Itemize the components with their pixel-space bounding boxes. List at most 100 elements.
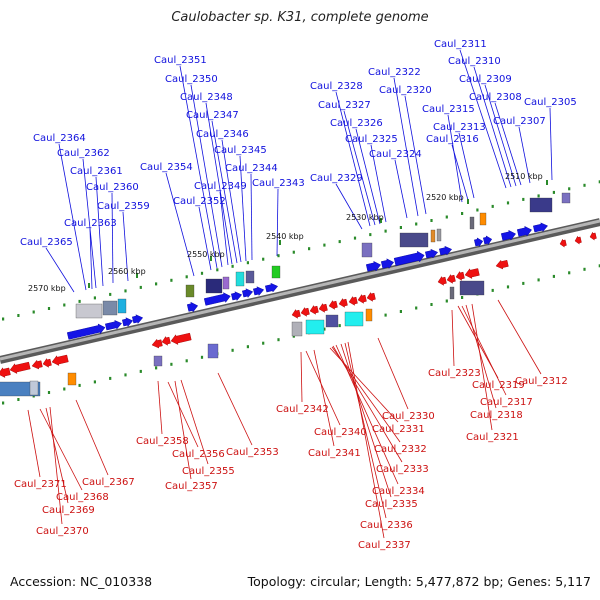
reverse-gene-label: Caul_2332 [374, 444, 427, 455]
tick-mark [17, 398, 20, 401]
reverse-leader-line [45, 407, 69, 504]
tick-mark [399, 226, 402, 229]
tick-mark [308, 247, 311, 251]
forward-gene-label: Caul_2326 [330, 118, 383, 129]
reverse-gene-label: Caul_2341 [308, 448, 361, 459]
reverse-leader-line [332, 345, 403, 463]
major-tick [210, 256, 212, 261]
reverse-leader-line [49, 406, 63, 525]
feature-box [561, 192, 571, 204]
forward-leader-line [89, 228, 93, 290]
tick-mark [109, 376, 112, 380]
feature-boxes [0, 192, 571, 397]
reverse-leader-line [497, 299, 542, 375]
forward-gene-label: Caul_2349 [194, 181, 247, 192]
forward-leader-line [198, 206, 212, 271]
forward-gene-arrow [533, 222, 548, 233]
forward-gene-arrow [483, 235, 493, 246]
feature-box [449, 286, 455, 300]
major-tick [88, 283, 90, 288]
reverse-gene-arrow [437, 276, 447, 286]
feature-box [235, 271, 245, 287]
tick-mark [323, 243, 326, 247]
feature-box [436, 228, 442, 242]
tick-mark [124, 289, 127, 293]
reverse-leader-line [217, 372, 253, 446]
reverse-gene-arrow [161, 336, 171, 346]
feature-box [305, 319, 325, 335]
forward-gene-arrow [380, 258, 394, 269]
scale-label: 2570 kbp [28, 284, 66, 293]
tick-mark [568, 271, 571, 275]
reverse-gene-arrow [42, 358, 52, 368]
reverse-gene-label: Caul_2356 [172, 449, 225, 460]
tick-mark [598, 180, 600, 184]
reverse-leader-line [180, 379, 209, 465]
tick-mark [568, 187, 571, 191]
forward-gene-label: Caul_2360 [86, 182, 139, 193]
forward-leader-line [111, 192, 114, 284]
reverse-leader-line [313, 349, 335, 447]
tick-mark [32, 310, 35, 314]
reverse-gene-label: Caul_2323 [428, 368, 481, 379]
tick-mark [415, 222, 418, 226]
forward-leader-line [494, 102, 522, 186]
reverse-gene-arrow [559, 238, 567, 248]
reverse-gene-label: Caul_2355 [182, 466, 235, 477]
forward-gene-arrow [66, 323, 106, 340]
forward-gene-arrow [242, 288, 254, 298]
forward-gene-label: Caul_2350 [165, 74, 218, 85]
reverse-leader-line [471, 303, 493, 431]
tick-mark [292, 334, 295, 338]
tick-mark [17, 314, 20, 317]
tick-mark [537, 194, 540, 198]
summary-text: Topology: circular; Length: 5,477,872 bp… [247, 574, 591, 589]
reverse-gene-arrow [291, 309, 301, 319]
forward-leader-line [447, 114, 463, 203]
tick-mark [537, 278, 540, 282]
tick-mark [200, 271, 204, 275]
tick-mark [216, 268, 219, 272]
tick-mark [47, 307, 51, 310]
tick-mark [185, 359, 188, 363]
forward-gene-arrow [516, 225, 532, 237]
forward-gene-arrow [439, 245, 453, 256]
tick-mark [277, 338, 280, 342]
tick-mark [338, 324, 341, 328]
tick-mark [292, 250, 295, 254]
feature-box [291, 321, 303, 337]
forward-gene-label: Caul_2343 [252, 178, 305, 189]
reverse-leader-line [167, 381, 199, 448]
tick-mark [155, 366, 158, 370]
feature-box [479, 212, 487, 226]
major-tick [467, 199, 469, 204]
major-tick [380, 218, 382, 223]
tick-mark [170, 362, 173, 366]
feature-box [245, 270, 255, 284]
tick-mark [2, 317, 5, 321]
reverse-gene-arrow [170, 332, 192, 345]
forward-gene-label: Caul_2352 [173, 196, 226, 207]
forward-gene-arrow [132, 314, 144, 324]
tick-mark [63, 387, 66, 391]
label-leader-lines [27, 49, 553, 539]
forward-gene-label: Caul_2307 [493, 116, 546, 127]
forward-gene-label: Caul_2346 [196, 129, 249, 140]
forward-gene-label: Caul_2354 [140, 162, 193, 173]
reverse-gene-arrow [357, 294, 367, 304]
forward-gene-arrow [393, 250, 425, 266]
forward-leader-line [179, 65, 218, 269]
feature-box [67, 372, 77, 386]
forward-leader-line [335, 183, 363, 230]
reverse-leader-line [39, 408, 83, 491]
forward-leader-line [190, 84, 223, 268]
forward-gene-label: Caul_2351 [154, 55, 207, 66]
feature-box [459, 280, 485, 296]
reverse-leader-line [75, 399, 109, 476]
forward-leader-line [276, 188, 279, 257]
forward-leader-line [205, 102, 233, 265]
reverse-leader-line [300, 351, 303, 403]
reverse-gene-label: Caul_2312 [515, 376, 568, 387]
reverse-gene-label: Caul_2368 [56, 492, 109, 503]
feature-box [361, 242, 373, 258]
